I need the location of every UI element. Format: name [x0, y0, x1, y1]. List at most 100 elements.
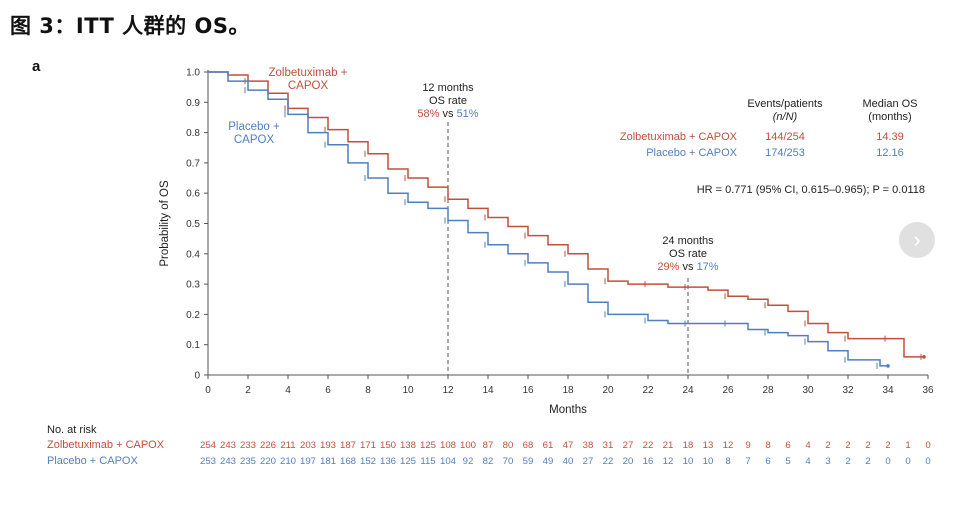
risk-count: 20 [623, 456, 634, 467]
figure-title: 图 3：ITT 人群的 OS。 [10, 14, 250, 38]
x-tick-label: 16 [522, 385, 534, 396]
y-tick-label: 0.3 [186, 280, 200, 291]
risk-count: 40 [563, 456, 574, 467]
risk-count: 10 [703, 456, 714, 467]
annotation-title: 12 months [422, 82, 474, 94]
x-tick-label: 8 [365, 385, 371, 396]
x-tick-label: 26 [722, 385, 734, 396]
risk-count: 5 [785, 456, 790, 467]
legend-row-events: 144/254 [765, 131, 805, 143]
legend-row-median: 14.39 [876, 131, 904, 143]
x-tick-label: 10 [402, 385, 414, 396]
annotation-title: 24 months [662, 235, 714, 247]
x-tick-label: 20 [602, 385, 614, 396]
risk-count: 0 [925, 456, 930, 467]
panel-label: a [32, 58, 41, 75]
risk-count: 13 [703, 440, 714, 451]
km-curve-placebo [208, 71, 888, 367]
risk-count: 2 [825, 440, 830, 451]
risk-count: 70 [503, 456, 514, 467]
risk-count: 136 [380, 456, 396, 467]
annotation-vs: vs [683, 261, 695, 273]
legend-header-events: Events/patients [747, 98, 823, 110]
risk-count: 6 [785, 440, 790, 451]
risk-count: 2 [845, 456, 850, 467]
y-tick-label: 0.9 [186, 98, 200, 109]
annotation-zolb-rate: 58% [417, 108, 439, 120]
risk-count: 3 [825, 456, 830, 467]
risk-count: 80 [503, 440, 514, 451]
risk-row-name: Zolbetuximab + CAPOX [47, 439, 165, 451]
risk-count: 181 [320, 456, 336, 467]
risk-count: 7 [745, 456, 750, 467]
y-tick-label: 0.7 [186, 158, 200, 169]
legend-header-median: Median OS [862, 98, 917, 110]
risk-count: 47 [563, 440, 574, 451]
risk-count: 125 [420, 440, 436, 451]
legend-header-events: (n/N) [773, 111, 798, 123]
risk-count: 9 [745, 440, 750, 451]
x-tick-label: 28 [762, 385, 774, 396]
risk-count: 243 [220, 456, 236, 467]
annotation-title: OS rate [429, 95, 467, 107]
curve-label: Placebo + [228, 121, 280, 133]
x-tick-label: 4 [285, 385, 291, 396]
curve-label: CAPOX [234, 134, 275, 146]
risk-count: 61 [543, 440, 554, 451]
risk-row-name: Placebo + CAPOX [47, 455, 138, 467]
risk-count: 108 [440, 440, 456, 451]
risk-count: 253 [200, 456, 216, 467]
risk-count: 243 [220, 440, 236, 451]
risk-count: 4 [805, 440, 811, 451]
curve-label: Zolbetuximab + [269, 67, 348, 79]
risk-table-title: No. at risk [47, 424, 97, 436]
risk-count: 2 [885, 440, 890, 451]
x-tick-label: 32 [842, 385, 854, 396]
risk-count: 197 [300, 456, 316, 467]
x-tick-label: 0 [205, 385, 211, 396]
risk-count: 68 [523, 440, 534, 451]
legend-header-median: (months) [868, 111, 911, 123]
risk-count: 226 [260, 440, 276, 451]
risk-count: 2 [845, 440, 850, 451]
risk-count: 0 [885, 456, 890, 467]
risk-count: 21 [663, 440, 674, 451]
risk-count: 100 [460, 440, 476, 451]
annotation-title: OS rate [669, 248, 707, 260]
annotation-placebo-rate: 17% [697, 261, 719, 273]
risk-count: 59 [523, 456, 534, 467]
risk-count: 152 [360, 456, 376, 467]
risk-count: 171 [360, 440, 376, 451]
y-tick-label: 0.2 [186, 310, 200, 321]
x-tick-label: 14 [482, 385, 494, 396]
risk-count: 0 [925, 440, 930, 451]
risk-count: 16 [643, 456, 654, 467]
annotation-vs: vs [443, 108, 455, 120]
x-tick-label: 34 [882, 385, 894, 396]
risk-count: 1 [905, 440, 910, 451]
risk-count: 92 [463, 456, 474, 467]
risk-count: 27 [623, 440, 634, 451]
y-tick-label: 1.0 [186, 68, 200, 79]
legend-row-events: 174/253 [765, 147, 805, 159]
risk-count: 150 [380, 440, 396, 451]
risk-count: 125 [400, 456, 416, 467]
y-tick-label: 0.4 [186, 249, 200, 260]
legend-row-median: 12.16 [876, 147, 904, 159]
annotation-rates: 58% vs 51% [417, 108, 478, 120]
curve-end-point [886, 364, 890, 368]
risk-count: 22 [643, 440, 654, 451]
risk-count: 31 [603, 440, 614, 451]
risk-count: 187 [340, 440, 356, 451]
risk-count: 10 [683, 456, 694, 467]
risk-count: 2 [865, 440, 870, 451]
risk-count: 6 [765, 456, 770, 467]
y-tick-label: 0.5 [186, 219, 200, 230]
x-tick-label: 36 [922, 385, 934, 396]
risk-count: 168 [340, 456, 356, 467]
risk-count: 203 [300, 440, 316, 451]
next-arrow-icon[interactable]: › [899, 222, 935, 258]
y-tick-label: 0.8 [186, 128, 200, 139]
risk-count: 115 [420, 456, 435, 467]
